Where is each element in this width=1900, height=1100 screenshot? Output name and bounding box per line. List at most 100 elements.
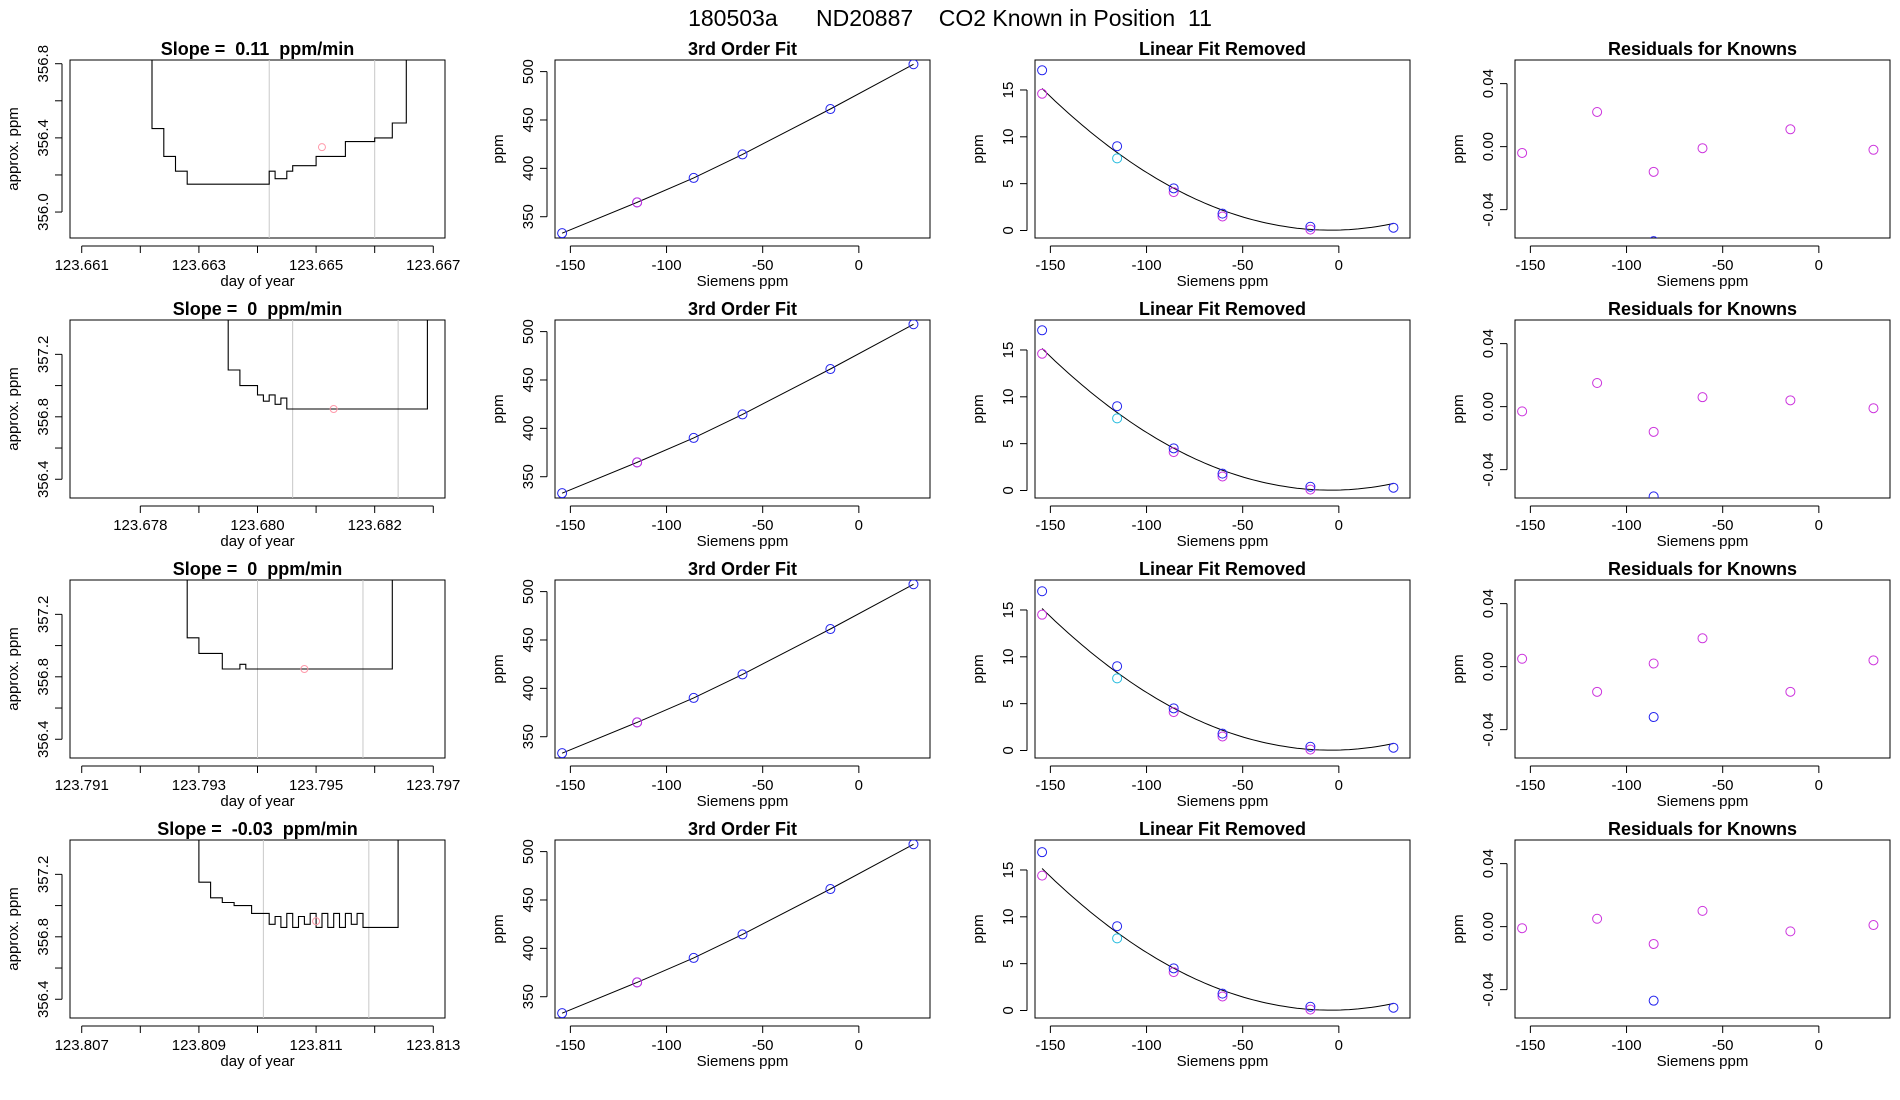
- x-tick-label: -50: [1232, 517, 1254, 534]
- mean-marker: [317, 143, 326, 152]
- plot-frame: [1514, 59, 1891, 239]
- y-tick-label: 0.04: [1480, 589, 1497, 618]
- x-tick-label: 123.795: [289, 777, 343, 794]
- blue-point: [1217, 728, 1228, 739]
- data-point: [737, 149, 748, 160]
- x-tick-label: -50: [1712, 1037, 1734, 1054]
- x-tick-label: -150: [1035, 257, 1065, 274]
- magenta-point: [1168, 447, 1179, 458]
- blue-point: [1305, 741, 1316, 752]
- x-tick-label: 123.661: [55, 257, 109, 274]
- blue-point: [1305, 1001, 1316, 1012]
- blue-point: [1648, 491, 1659, 498]
- x-tick-label: -100: [652, 257, 682, 274]
- chart-panel-r0-c2: Linear Fit Removed -150 -100 -50 0 Siemens pp…: [970, 39, 1411, 290]
- plot-frame: [1034, 839, 1411, 1019]
- plot-frame: [69, 839, 446, 1019]
- x-tick-label: 0: [1335, 517, 1343, 534]
- data-point: [688, 432, 699, 443]
- plot-area: [1517, 633, 1879, 723]
- magenta-point: [1037, 870, 1048, 881]
- residual-point: [1648, 166, 1659, 177]
- x-axis-label: day of year: [220, 793, 294, 810]
- x-tick-label: -50: [1712, 517, 1734, 534]
- y-tick-label: 357.2: [35, 596, 52, 634]
- fit-curve: [1041, 348, 1394, 491]
- y-tick-label: 0: [1000, 746, 1017, 754]
- y-axis-label: ppm: [490, 394, 507, 423]
- y-tick-label: 500: [520, 319, 537, 344]
- y-tick-label: 450: [520, 887, 537, 912]
- x-tick-label: -150: [1515, 517, 1545, 534]
- y-tick-label: 0.04: [1480, 849, 1497, 878]
- chart-panel-r2-c3: Residuals for Knowns -150 -100 -50 0 Siemens …: [1450, 559, 1891, 810]
- x-tick-label: -100: [1132, 257, 1162, 274]
- y-tick-label: 0: [1000, 1006, 1017, 1014]
- x-tick-label: -100: [652, 777, 682, 794]
- residual-point: [1592, 378, 1603, 389]
- chart-panel-r3-c1: 3rd Order Fit -150 -100 -50 0 Siemens ppm 350 4…: [490, 819, 931, 1070]
- plot-frame: [69, 59, 446, 239]
- x-tick-label: 0: [1815, 1037, 1823, 1054]
- data-point: [737, 669, 748, 680]
- y-tick-label: 10: [1000, 388, 1017, 405]
- y-tick-label: 10: [1000, 908, 1017, 925]
- y-tick-label: 350: [520, 204, 537, 229]
- residual-point: [1697, 633, 1708, 644]
- residual-point: [1648, 658, 1659, 669]
- chart-title: Linear Fit Removed: [1139, 819, 1306, 839]
- blue-point: [1112, 141, 1123, 152]
- plot-frame: [1034, 59, 1411, 239]
- y-tick-label: 357.2: [35, 856, 52, 894]
- x-axis-label: day of year: [220, 1053, 294, 1070]
- y-tick-label: 356.4: [35, 980, 52, 1018]
- mean-marker: [300, 665, 309, 673]
- y-axis-label: ppm: [1450, 134, 1467, 163]
- x-tick-label: -150: [1515, 777, 1545, 794]
- plot-area: [557, 580, 919, 758]
- data-point: [737, 409, 748, 420]
- x-axis-label: day of year: [220, 533, 294, 550]
- magenta-point: [1217, 731, 1228, 742]
- blue-point: [1648, 712, 1659, 723]
- residual-point: [1697, 905, 1708, 916]
- magenta-point: [1217, 211, 1228, 222]
- blue-point: [1168, 183, 1179, 194]
- chart-title: 3rd Order Fit: [688, 559, 797, 579]
- x-tick-label: 123.663: [172, 257, 226, 274]
- blue-point: [1037, 586, 1048, 597]
- x-tick-label: -150: [555, 1037, 585, 1054]
- magenta-point: [1305, 1004, 1316, 1015]
- data-point: [557, 1008, 568, 1018]
- plot-area: [557, 840, 919, 1018]
- residual-point: [1785, 926, 1796, 937]
- x-tick-label: 123.811: [290, 1037, 343, 1054]
- chart-panel-r2-c1: 3rd Order Fit -150 -100 -50 0 Siemens ppm 350 4…: [490, 559, 931, 810]
- data-point: [557, 748, 568, 758]
- data-point: [557, 228, 568, 238]
- data-trace: [227, 320, 428, 410]
- y-axis-label: approx. ppm: [5, 367, 22, 450]
- blue-point: [1168, 963, 1179, 974]
- chart-title: Residuals for Knowns: [1608, 39, 1797, 59]
- chart-title: Residuals for Knowns: [1608, 559, 1797, 579]
- residual-point: [1785, 395, 1796, 406]
- blue-point: [1112, 661, 1123, 672]
- y-tick-label: -0.04: [1480, 973, 1497, 1007]
- blue-point: [1168, 443, 1179, 454]
- chart-title: Linear Fit Removed: [1139, 299, 1306, 319]
- x-tick-label: 123.665: [289, 257, 343, 274]
- x-tick-label: -150: [1035, 517, 1065, 534]
- blue-point: [1112, 921, 1123, 932]
- residual-point: [1785, 686, 1796, 697]
- data-point: [557, 488, 568, 498]
- plot-area: [1517, 378, 1879, 498]
- plot-area: [227, 320, 428, 498]
- x-tick-label: -150: [1035, 777, 1065, 794]
- y-tick-label: 356.8: [35, 658, 52, 696]
- x-tick-label: -50: [1232, 1037, 1254, 1054]
- residual-point: [1868, 403, 1879, 414]
- residual-point: [1697, 143, 1708, 154]
- chart-title: Linear Fit Removed: [1139, 39, 1306, 59]
